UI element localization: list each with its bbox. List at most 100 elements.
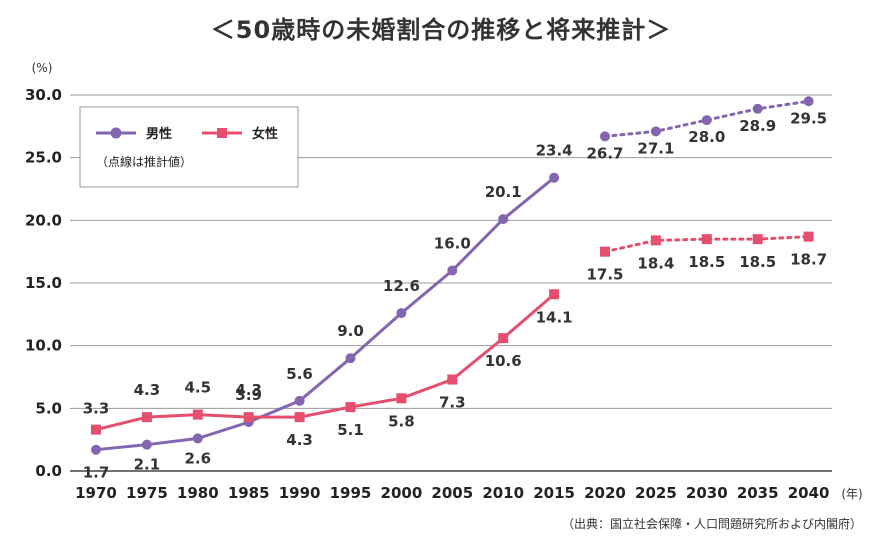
x-tick-2010: 2010	[482, 484, 524, 502]
data-label-1-1975: 4.3	[134, 381, 161, 399]
legend-note: （点線は推計値）	[96, 154, 192, 169]
grid-lines	[70, 94, 832, 472]
series-layer	[91, 96, 814, 455]
point-0-1980	[192, 433, 203, 444]
x-tick-1985: 1985	[228, 484, 270, 502]
x-tick-labels: 1970 1975 1980 1985 1990 1995 2000 2005 2010 2015…	[75, 484, 829, 502]
legend-male-label: 男性	[146, 126, 172, 142]
y-axis-unit: (%)	[32, 61, 53, 75]
x-tick-1990: 1990	[279, 484, 321, 502]
data-label-0-2005: 16.0	[434, 234, 471, 252]
point-0-2015	[549, 172, 560, 183]
series-line-actual-1	[95, 293, 556, 432]
point-0-2000	[396, 308, 407, 319]
point-0-2025	[650, 126, 661, 137]
data-label-1-2030: 18.5	[688, 253, 725, 271]
series-male	[91, 96, 814, 455]
point-1-2030	[701, 234, 712, 245]
point-1-1980	[192, 409, 203, 420]
x-tick-1975: 1975	[126, 484, 168, 502]
data-label-1-2000: 5.8	[388, 412, 415, 430]
point-0-1975	[141, 439, 152, 450]
data-label-1-2010: 10.6	[485, 352, 522, 370]
data-label-1-2015: 14.1	[536, 308, 573, 326]
data-label-0-2020: 26.7	[586, 144, 623, 162]
x-tick-2025: 2025	[635, 484, 677, 502]
point-0-2040	[803, 96, 814, 107]
legend-box	[79, 106, 299, 188]
legend-male-marker	[110, 127, 122, 139]
data-label-0-1985: 3.9	[235, 386, 262, 404]
data-label-1-1990: 4.3	[286, 431, 313, 449]
data-label-0-2030: 28.0	[688, 128, 725, 146]
point-1-2040	[803, 231, 814, 242]
data-label-1-2025: 18.4	[637, 254, 674, 272]
point-1-2015	[549, 289, 560, 300]
data-label-1-1970: 3.3	[83, 400, 110, 418]
data-label-1-1980: 4.5	[185, 379, 212, 397]
data-label-0-2015: 23.4	[536, 142, 573, 160]
data-label-0-1975: 2.1	[134, 456, 161, 474]
x-tick-2030: 2030	[686, 484, 728, 502]
point-0-2010	[498, 214, 509, 225]
y-tick-0.0: 0.0	[35, 462, 62, 480]
point-1-1975	[141, 412, 152, 423]
data-label-0-1980: 2.6	[185, 449, 212, 467]
x-tick-2040: 2040	[788, 484, 830, 502]
point-1-2000	[396, 393, 407, 404]
data-labels: 1.7 2.1 2.6 3.9 5.6 9.0 12.6 16.0 20.1 23.4 26.7 27…	[83, 109, 827, 481]
y-tick-25.0: 25.0	[25, 149, 62, 167]
point-1-1970	[91, 424, 101, 435]
point-0-2020	[600, 131, 610, 142]
legend-female-label: 女性	[252, 126, 278, 142]
point-1-1985	[243, 412, 254, 423]
x-tick-2000: 2000	[381, 484, 423, 502]
y-tick-15.0: 15.0	[25, 274, 62, 292]
data-label-0-1970: 1.7	[83, 464, 110, 482]
data-label-1-2005: 7.3	[439, 394, 466, 412]
data-label-1-2040: 18.7	[790, 251, 827, 269]
data-label-0-2000: 12.6	[383, 277, 420, 295]
axes: (%) (年)	[32, 61, 863, 501]
legend-female-marker	[217, 128, 227, 138]
legend: 男性 女性 （点線は推計値）	[79, 106, 299, 188]
x-tick-2020: 2020	[584, 484, 626, 502]
source-note: （出典：国立社会保障・人口問題研究所および内閣府）	[562, 516, 862, 531]
y-tick-30.0: 30.0	[25, 86, 62, 104]
data-label-0-1995: 9.0	[337, 322, 364, 340]
x-tick-2015: 2015	[533, 484, 575, 502]
x-axis-unit: (年)	[841, 487, 862, 501]
data-label-0-2010: 20.1	[485, 183, 522, 201]
point-1-1990	[294, 412, 305, 423]
data-label-1-1995: 5.1	[337, 421, 364, 439]
point-0-1970	[91, 444, 101, 455]
point-1-2020	[600, 246, 610, 257]
data-label-0-1990: 5.6	[286, 365, 313, 383]
point-0-2035	[752, 103, 763, 114]
series-line-actual-0	[95, 176, 556, 452]
data-label-0-2040: 29.5	[790, 109, 827, 127]
x-tick-1970: 1970	[75, 484, 117, 502]
point-0-1990	[294, 395, 305, 406]
point-0-1995	[345, 353, 356, 364]
x-tick-2035: 2035	[737, 484, 779, 502]
point-0-2005	[447, 265, 458, 276]
data-label-1-2035: 18.5	[739, 253, 776, 271]
series-female	[91, 231, 814, 435]
data-label-1-1985: 4.3	[235, 381, 262, 399]
y-tick-10.0: 10.0	[25, 337, 62, 355]
point-1-2035	[752, 234, 763, 245]
data-label-0-2035: 28.9	[739, 117, 776, 135]
data-label-0-2025: 27.1	[637, 139, 674, 157]
x-tick-2005: 2005	[431, 484, 473, 502]
y-tick-labels: 0.0 5.0 10.0 15.0 20.0 25.0 30.0	[25, 86, 62, 480]
y-tick-20.0: 20.0	[25, 211, 62, 229]
data-label-1-2020: 17.5	[586, 266, 623, 284]
point-0-2030	[701, 115, 712, 126]
x-tick-1995: 1995	[330, 484, 372, 502]
point-1-2010	[498, 333, 509, 344]
point-1-1995	[345, 402, 356, 413]
y-tick-5.0: 5.0	[35, 399, 62, 417]
chart-title: ＜50歳時の未婚割合の推移と将来推計＞	[210, 16, 672, 44]
